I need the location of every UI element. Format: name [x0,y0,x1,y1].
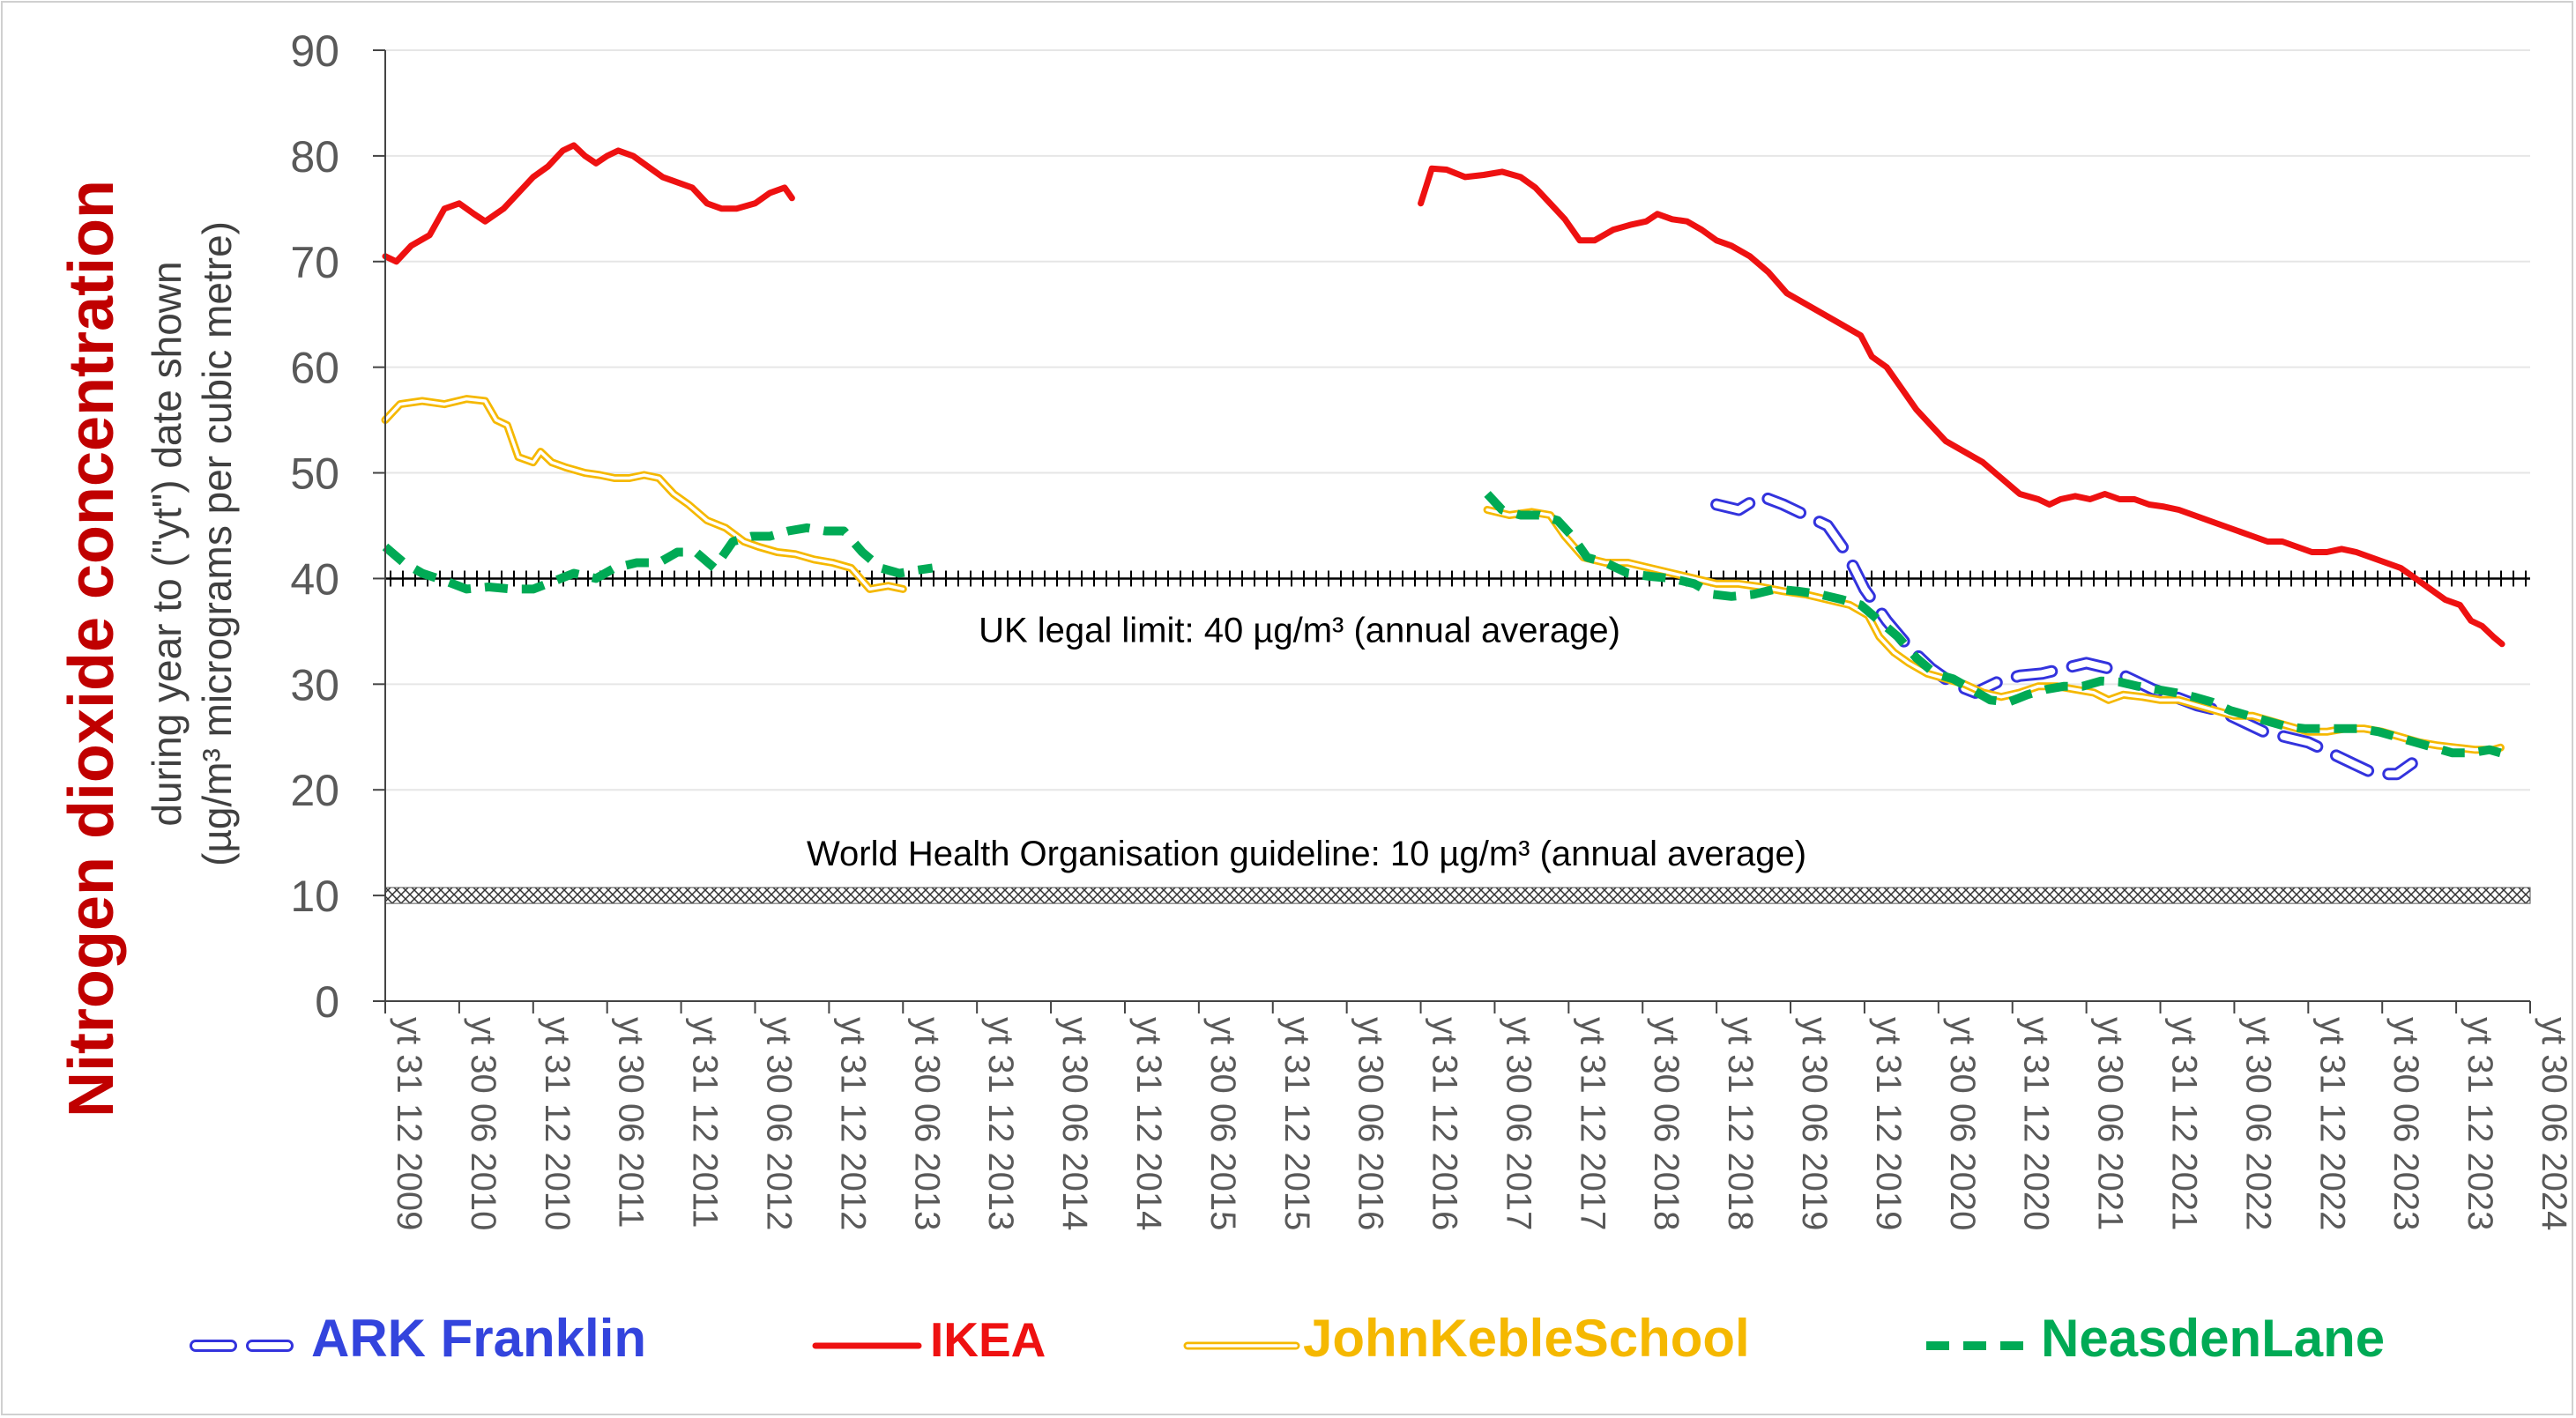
x-tick-label: yt 31 12 2015 [1277,1017,1316,1230]
series-line-neasdenlane-segment-2 [1484,491,2502,758]
series-line-ark-franklin-segment-1 [1710,489,2418,781]
y-tick-label: 60 [290,344,339,393]
reference-lines: UK legal limit: 40 µg/m³ (annual average… [384,570,2531,904]
x-tick-label: yt 30 06 2013 [907,1017,946,1230]
x-tick-label: yt 30 06 2015 [1203,1017,1242,1230]
series-line-johnkebleschool-segment-1 [381,395,907,593]
y-tick-label: 50 [290,449,339,499]
legend-label-ikea: IKEA [930,1312,1046,1367]
y-tick-labels: 0 10 20 30 40 50 60 70 80 90 [290,26,385,1027]
x-tick-label: yt 31 12 2022 [2312,1017,2351,1230]
x-tick-label: yt 31 12 2012 [833,1017,872,1230]
x-tick-label: yt 31 12 2023 [2461,1017,2499,1230]
legend-item-neasdenlane: NeasdenLane [1926,1309,2385,1368]
x-tick-label: yt 31 12 2021 [2165,1017,2204,1230]
x-tick-label: yt 30 06 2021 [2091,1017,2130,1230]
legend-item-ark-franklin: ARK Franklin [190,1309,646,1368]
x-tick-label: yt 30 06 2010 [464,1017,503,1230]
x-tick-label: yt 31 12 2010 [538,1017,577,1230]
y-tick-label: 70 [290,238,339,287]
y-axis-label-line2: (µg/m³ micrograms per cubic metre) [194,221,240,866]
axis-titles: Nitrogen dioxide concentration during ye… [56,180,240,1117]
x-tick-label: yt 31 12 2017 [1573,1017,1612,1230]
x-tick-label: yt 31 12 2013 [981,1017,1020,1230]
x-tick-label: yt 30 06 2014 [1055,1017,1094,1230]
x-tick-label: yt 30 06 2017 [1499,1017,1537,1230]
x-tick-label: yt 30 06 2020 [1943,1017,1982,1230]
y-tick-label: 10 [290,872,339,921]
legend-item-johnkebleschool: JohnKebleSchool [1183,1309,1750,1368]
legend-item-ikea: IKEA [812,1312,1046,1367]
x-tick-label: yt 31 12 2018 [1721,1017,1760,1230]
series-neasdenlane [382,491,2502,758]
legend: ARK Franklin IKEA JohnKebleSchool Neasde… [190,1309,2385,1368]
legend-label-johnkebleschool: JohnKebleSchool [1303,1309,1750,1368]
y-tick-label: 90 [290,26,339,76]
x-tick-label: yt 30 06 2022 [2238,1017,2277,1230]
series-line-ikea-segment-1 [382,142,795,265]
x-tick-label: yt 30 06 2019 [1795,1017,1834,1230]
x-tick-label: yt 31 12 2011 [686,1017,725,1228]
series-line-ikea-segment-2 [1418,165,2505,648]
y-tick-label: 40 [290,554,339,604]
y-tick-label: 20 [290,766,339,815]
x-tick-label: yt 30 06 2018 [1647,1017,1686,1230]
axes [384,50,2530,1002]
x-tick-label: yt 31 12 2009 [390,1017,428,1230]
x-tick-label: yt 30 06 2024 [2535,1017,2573,1230]
chart-title: Nitrogen dioxide concentration [56,180,127,1117]
who-guideline-label: World Health Organisation guideline: 10 … [807,835,1806,873]
series-ikea [382,142,2505,648]
x-tick-label: yt 31 12 2019 [1869,1017,1908,1230]
x-tick-label: yt 31 12 2020 [2017,1017,2056,1230]
uk-legal-limit-label: UK legal limit: 40 µg/m³ (annual average… [979,611,1620,650]
x-tick-label: yt 30 06 2012 [759,1017,798,1230]
y-axis-label-line1: during year to ("yt") date shown [144,261,190,826]
x-tick-label: yt 31 12 2016 [1426,1017,1464,1230]
series-line-neasdenlane-segment-1 [382,523,934,594]
x-tick-label: yt 30 06 2023 [2386,1017,2425,1230]
x-tick-label: yt 30 06 2016 [1351,1017,1390,1230]
series-lines [381,142,2505,781]
x-tick-label: yt 30 06 2011 [612,1017,651,1228]
x-tick-label: yt 31 12 2014 [1129,1017,1168,1230]
legend-label-neasdenlane: NeasdenLane [2041,1309,2385,1368]
legend-label-ark-franklin: ARK Franklin [311,1309,646,1368]
series-ark-franklin [1710,489,2418,781]
y-tick-label: 0 [315,977,339,1027]
x-tick-labels: yt 31 12 2009 yt 30 06 2010 yt 31 12 2010 y… [384,1001,2573,1230]
y-tick-label: 80 [290,132,339,182]
y-tick-label: 30 [290,660,339,709]
